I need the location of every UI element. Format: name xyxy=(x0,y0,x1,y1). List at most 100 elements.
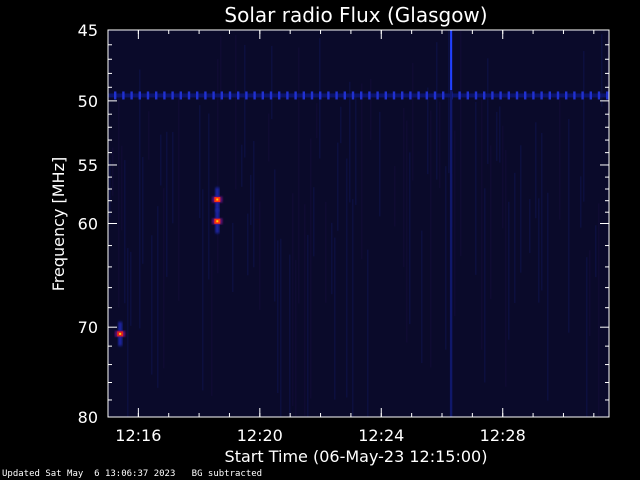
band-dot xyxy=(130,91,133,100)
x-tick-label: 12:24 xyxy=(358,426,404,445)
band-dot xyxy=(597,91,601,100)
band-dot xyxy=(466,91,469,100)
vertical-streak xyxy=(449,30,453,417)
band-dot xyxy=(507,91,510,100)
noise-streak xyxy=(481,99,483,350)
band-dot xyxy=(302,91,305,100)
band-dot xyxy=(335,91,338,100)
noise-streak xyxy=(130,251,132,326)
noise-streak xyxy=(445,166,447,350)
noise-streak xyxy=(313,187,315,257)
noise-streak xyxy=(367,249,369,417)
band-dot xyxy=(187,91,191,100)
noise-streak xyxy=(520,145,522,273)
noise-streak xyxy=(589,250,591,337)
noise-streak xyxy=(496,111,498,161)
noise-streak xyxy=(277,240,279,394)
plot-area xyxy=(107,29,610,418)
noise-streak xyxy=(208,113,210,280)
noise-streak xyxy=(127,248,129,417)
band-dot xyxy=(171,91,174,100)
noise-streak xyxy=(250,174,252,225)
noise-streak xyxy=(157,206,159,388)
noise-streak xyxy=(280,238,282,417)
chart-title: Solar radio Flux (Glasgow) xyxy=(224,3,487,27)
noise-streak xyxy=(142,157,144,264)
noise-streak xyxy=(274,169,276,302)
noise-streak xyxy=(487,58,489,164)
band-dot xyxy=(294,91,297,100)
noise-streak xyxy=(139,69,141,329)
band-dot xyxy=(122,91,125,100)
y-axis: 45 50 55 60 70 80 xyxy=(78,21,609,427)
noise-streak xyxy=(580,176,582,228)
noise-streak xyxy=(259,201,261,310)
noise-streak xyxy=(166,131,168,277)
noise-streak xyxy=(595,225,597,278)
noise-streak xyxy=(172,132,174,224)
band-dot xyxy=(433,91,437,100)
noise-streak xyxy=(112,147,114,196)
noise-streak xyxy=(484,188,486,383)
noise-streak xyxy=(406,120,408,343)
band-dot xyxy=(278,91,281,100)
x-tick-label: 12:28 xyxy=(480,426,526,445)
noise-streak xyxy=(124,160,126,304)
band-dot xyxy=(114,91,117,100)
noise-streak xyxy=(199,105,201,219)
noise-streak xyxy=(148,111,150,160)
x-tick-label: 12:16 xyxy=(115,426,161,445)
band-dot xyxy=(327,91,330,100)
band-dot xyxy=(310,91,314,100)
y-tick-label: 55 xyxy=(78,156,98,175)
band-dot xyxy=(245,91,248,100)
band-dot xyxy=(442,91,445,100)
noise-streak xyxy=(241,144,243,187)
noise-streak xyxy=(427,87,429,175)
band-dot xyxy=(532,91,535,100)
noise-streak xyxy=(454,130,456,317)
band-dot xyxy=(556,91,560,100)
y-tick-label: 50 xyxy=(78,92,98,111)
y-axis-label: Frequency [MHz] xyxy=(49,157,68,291)
noise-streak xyxy=(508,201,510,340)
noise-streak xyxy=(547,192,549,401)
burst-hot xyxy=(119,332,122,335)
band-dot xyxy=(286,91,289,100)
noise-streak xyxy=(244,44,246,158)
noise-streak xyxy=(325,201,327,303)
noise-streak xyxy=(271,45,273,120)
noise-streak xyxy=(505,149,507,387)
x-tick-label: 12:20 xyxy=(237,426,283,445)
noise-streak xyxy=(202,189,204,391)
band-dot xyxy=(351,91,355,100)
band-dot xyxy=(319,91,322,100)
band-dot xyxy=(392,91,396,100)
band-dot xyxy=(401,91,404,100)
band-dot xyxy=(196,91,199,100)
noise-streak xyxy=(403,107,405,268)
band-dot xyxy=(384,91,387,100)
noise-streak xyxy=(412,62,414,181)
band-dot xyxy=(524,91,527,100)
band-dot xyxy=(425,91,428,100)
noise-streak xyxy=(514,172,516,304)
noise-streak xyxy=(211,260,213,396)
noise-streak xyxy=(421,230,423,364)
band-dot xyxy=(146,91,150,100)
bg-note: BG subtracted xyxy=(191,469,263,479)
noise-streak xyxy=(499,106,501,163)
noise-streak xyxy=(439,101,441,189)
band-dot xyxy=(269,91,273,100)
band-dot xyxy=(606,91,609,100)
noise-streak xyxy=(475,101,477,275)
noise-streak xyxy=(235,34,237,190)
noise-streak xyxy=(502,125,504,229)
noise-streak xyxy=(340,106,342,144)
noise-streak xyxy=(394,165,396,227)
burst-hot xyxy=(216,220,219,223)
band-dot xyxy=(138,91,141,100)
noise-streak xyxy=(253,140,255,268)
noise-streak xyxy=(178,92,180,301)
